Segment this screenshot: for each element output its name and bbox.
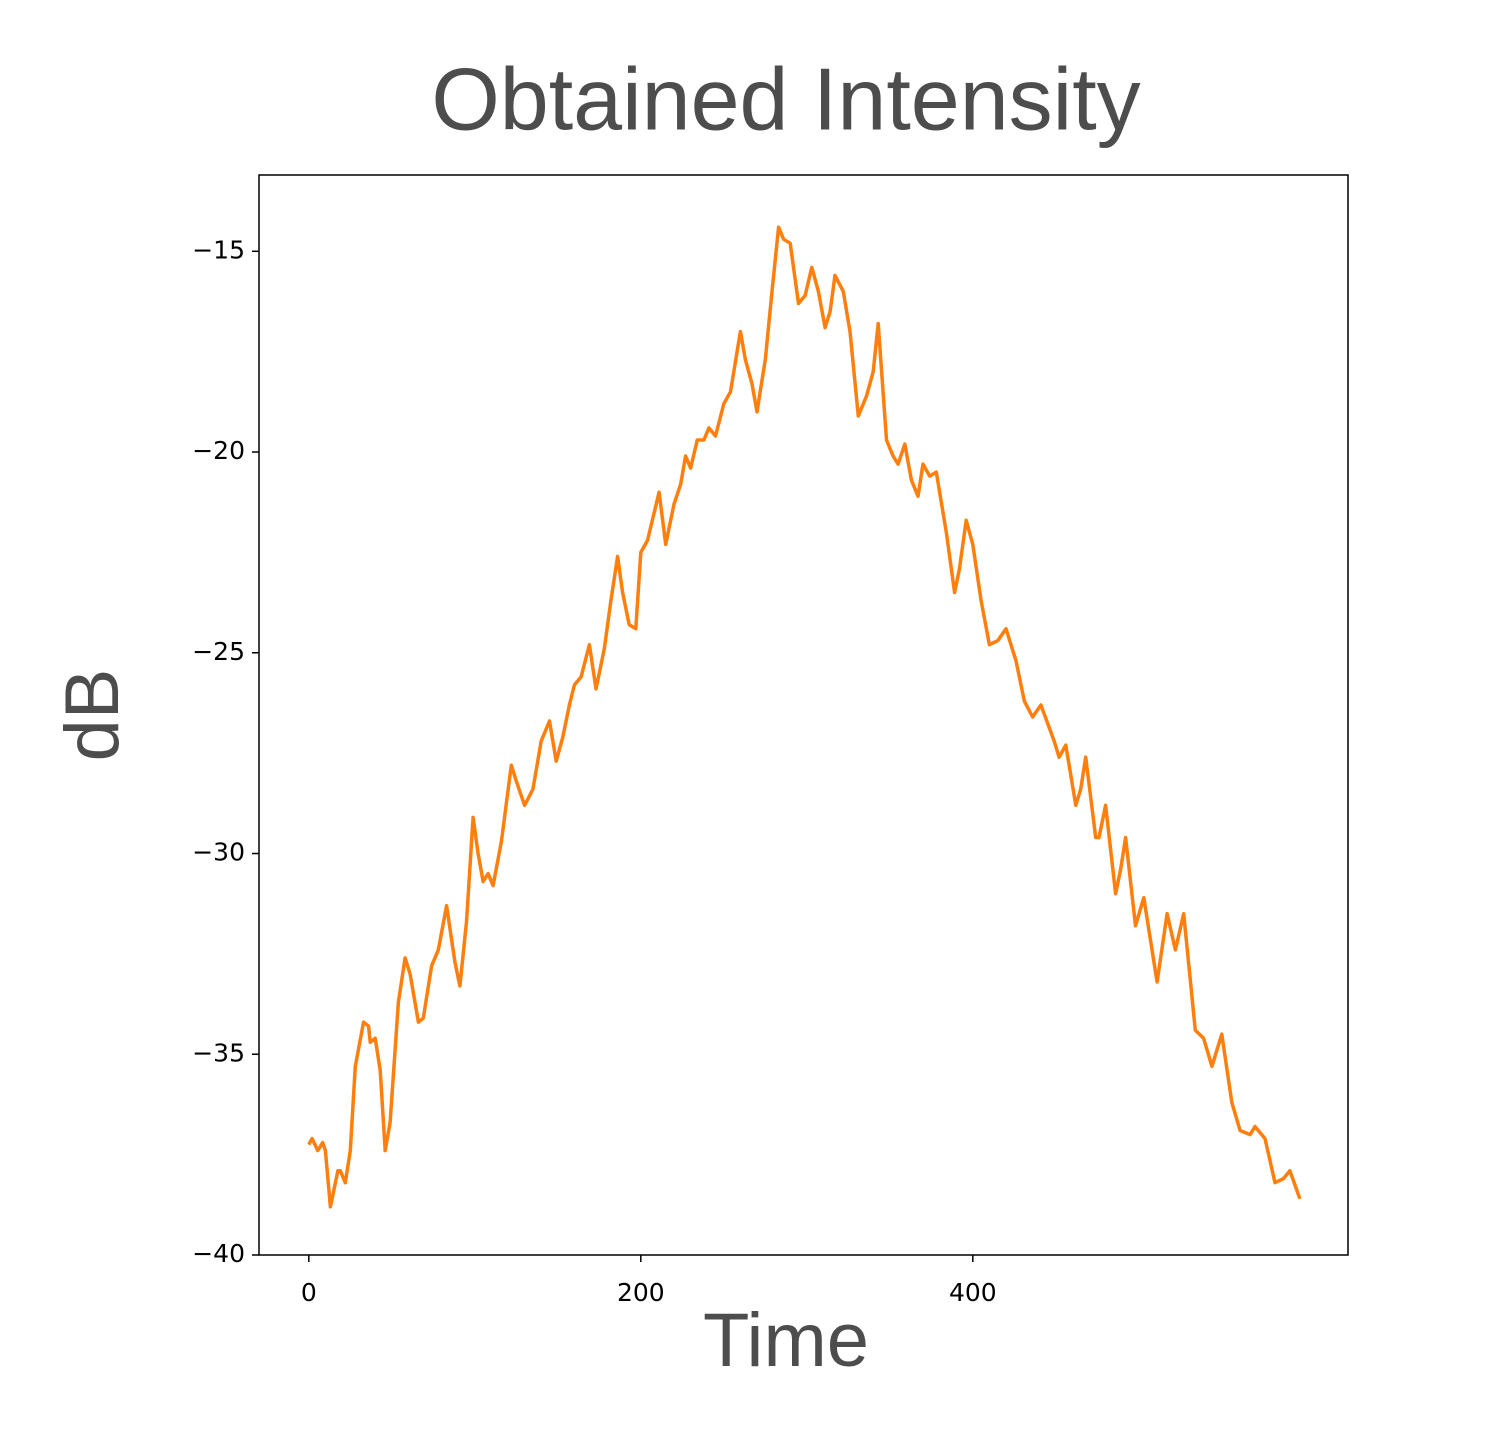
y-tick-label: −20 bbox=[192, 436, 245, 465]
y-tick-label: −25 bbox=[192, 637, 245, 666]
data-line bbox=[307, 225, 1302, 1209]
y-tick-label: −40 bbox=[192, 1239, 245, 1268]
y-tick-label: −35 bbox=[192, 1038, 245, 1067]
y-axis-label: dB bbox=[50, 669, 135, 762]
x-tick-label: 0 bbox=[301, 1278, 317, 1307]
x-tick-label: 200 bbox=[617, 1278, 665, 1307]
x-axis-label: Time bbox=[703, 1298, 869, 1383]
chart-title: Obtained Intensity bbox=[431, 49, 1140, 148]
x-tick-label: 400 bbox=[949, 1278, 997, 1307]
y-tick-label: −15 bbox=[192, 235, 245, 264]
y-tick-label: −30 bbox=[192, 838, 245, 867]
plot-frame bbox=[258, 174, 1349, 1256]
